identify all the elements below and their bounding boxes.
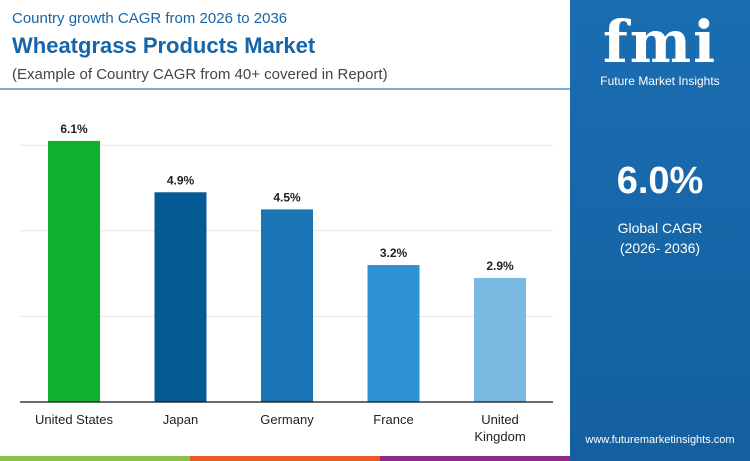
data-label: 4.5% — [273, 190, 301, 204]
bar — [154, 192, 207, 402]
x-tick-label: United States — [35, 412, 114, 427]
bar — [261, 209, 313, 402]
global-cagr-label: Global CAGR (2026- 2036) — [570, 218, 750, 258]
chart-title: Wheatgrass Products Market — [12, 33, 316, 58]
global-cagr-value: 6.0% — [616, 160, 704, 202]
global-cagr-text: Global CAGR — [617, 220, 703, 236]
bar — [48, 140, 100, 403]
footer-strip-purple — [380, 456, 570, 461]
fmi-logo: fmi — [602, 8, 718, 76]
chart-subtitle: Country growth CAGR from 2026 to 2036 — [12, 10, 288, 27]
x-tick-label: United Kingdom — [474, 412, 525, 444]
x-tick-label: France — [373, 412, 413, 427]
bar-chart: 6.1% United States 4.9% Japan 4.5% Germany 3.2… — [20, 122, 553, 444]
global-cagr-period: (2026- 2036) — [619, 240, 701, 256]
data-label: 3.2% — [380, 246, 408, 260]
x-tick-label: Germany — [260, 412, 314, 427]
bar — [367, 265, 420, 402]
chart-note: (Example of Country CAGR from 40+ covere… — [12, 66, 388, 83]
footer-strip-orange — [190, 456, 380, 461]
side-panel: fmi Future Market Insights 6.0% Global C… — [570, 0, 750, 461]
brand-name: Future Market Insights — [600, 74, 720, 88]
x-tick-label: Japan — [163, 412, 198, 427]
bar — [474, 277, 526, 402]
website-link[interactable]: www.futuremarketinsights.com — [585, 434, 735, 446]
data-label: 2.9% — [486, 259, 514, 273]
data-label: 6.1% — [60, 122, 88, 136]
footer-strip-green — [0, 456, 190, 461]
divider — [0, 88, 570, 90]
data-label: 4.9% — [167, 173, 195, 187]
